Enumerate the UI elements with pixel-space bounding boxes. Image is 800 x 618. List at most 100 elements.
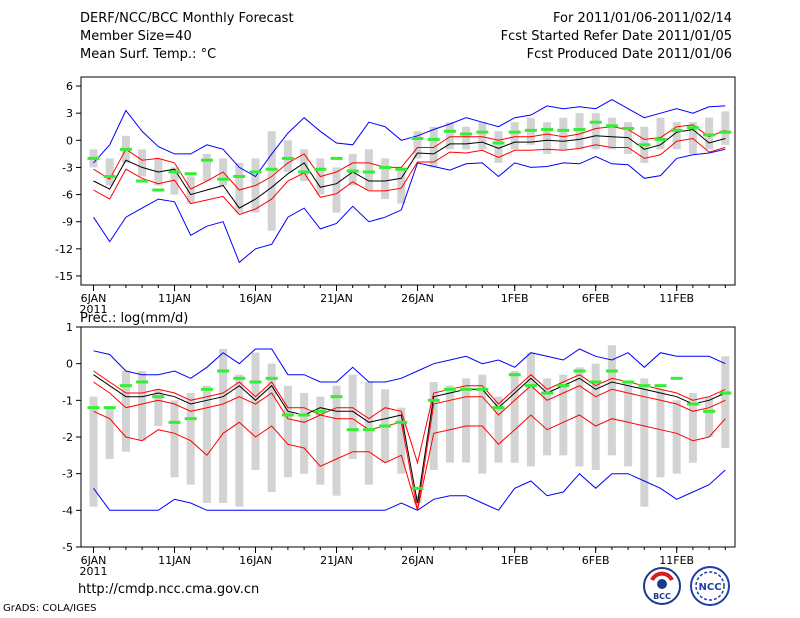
x-tick-label: 11FEB [659, 554, 694, 567]
member-size: Member Size=40 [80, 29, 192, 44]
marker [557, 384, 570, 388]
marker [427, 137, 440, 141]
box [154, 389, 163, 426]
marker [119, 384, 132, 388]
precip-axis-label: Prec.: log(mm/d) [80, 311, 188, 326]
y-tick-label: -3 [62, 468, 73, 481]
box [413, 131, 422, 159]
box [332, 385, 341, 496]
source-url[interactable]: http://cmdp.ncc.cma.gov.cn [78, 582, 260, 597]
box [283, 385, 292, 478]
box [607, 345, 616, 456]
forecast-produced-date: Fcst Produced Date 2011/01/06 [526, 47, 732, 62]
marker [249, 170, 262, 174]
y-tick-label: 3 [66, 107, 73, 120]
forecast-period: For 2011/01/06-2011/02/14 [553, 11, 732, 26]
x-tick-sublabel: 2011 [80, 303, 108, 316]
box [105, 158, 114, 186]
box [559, 117, 568, 150]
marker [233, 174, 246, 178]
y-tick-label: -2 [62, 431, 73, 444]
marker [605, 124, 618, 128]
marker [298, 170, 311, 174]
ncc-logo-inner-ring [695, 571, 725, 601]
box [688, 393, 697, 463]
marker [622, 380, 635, 384]
marker [508, 373, 521, 377]
box [105, 407, 114, 459]
box [186, 176, 195, 204]
ncc-logo: NCC [690, 566, 730, 606]
mean-line [93, 128, 726, 209]
box [89, 396, 98, 507]
box [510, 371, 519, 463]
box [364, 149, 373, 191]
marker [217, 177, 230, 181]
box [445, 122, 454, 150]
box [170, 400, 179, 478]
marker [411, 486, 424, 490]
x-tick-sublabel: 2011 [80, 565, 108, 578]
y-tick-label: 6 [66, 80, 73, 93]
box [575, 113, 584, 150]
marker [217, 369, 230, 373]
box [462, 126, 471, 150]
box [591, 363, 600, 470]
box [656, 389, 665, 478]
marker [265, 376, 278, 380]
box [575, 367, 584, 467]
box [251, 352, 260, 470]
y-tick-label: -5 [62, 541, 73, 554]
marker [168, 170, 181, 174]
marker [541, 127, 554, 131]
marker [638, 384, 651, 388]
box [300, 149, 309, 181]
y-tick-label: -6 [62, 189, 73, 202]
box [445, 385, 454, 463]
marker [184, 417, 197, 421]
box [138, 149, 147, 177]
marker [476, 387, 489, 391]
box [283, 140, 292, 172]
box [397, 407, 406, 474]
box [478, 374, 487, 474]
plot-frame [80, 76, 736, 286]
marker [200, 158, 213, 162]
marker [395, 420, 408, 424]
box [202, 153, 211, 181]
box [413, 495, 422, 503]
y-tick-label: 0 [66, 358, 73, 371]
marker [136, 179, 149, 183]
marker [670, 128, 683, 132]
marker [622, 127, 635, 131]
bcc-logo-globe [657, 579, 667, 589]
x-tick-label: 11JAN [158, 554, 191, 567]
box [721, 111, 730, 145]
marker [686, 126, 699, 130]
marker [265, 167, 278, 171]
y-tick-label: 0 [66, 134, 73, 147]
y-tick-label: 1 [66, 321, 73, 334]
box [267, 131, 276, 231]
marker [395, 167, 408, 171]
y-tick-label: -4 [62, 504, 73, 517]
max-line [93, 348, 726, 383]
marker [589, 380, 602, 384]
box [121, 371, 130, 452]
box [494, 396, 503, 463]
grads-credit: GrADS: COLA/IGES [3, 603, 97, 614]
marker [686, 402, 699, 406]
marker [330, 156, 343, 160]
box [543, 378, 552, 456]
x-tick-label: 6FEB [582, 554, 610, 567]
marker [492, 406, 505, 410]
x-tick-label: 6JAN [81, 292, 107, 305]
box [235, 162, 244, 213]
box [186, 393, 195, 485]
marker [379, 165, 392, 169]
marker [443, 387, 456, 391]
marker [703, 133, 716, 137]
box [316, 396, 325, 485]
